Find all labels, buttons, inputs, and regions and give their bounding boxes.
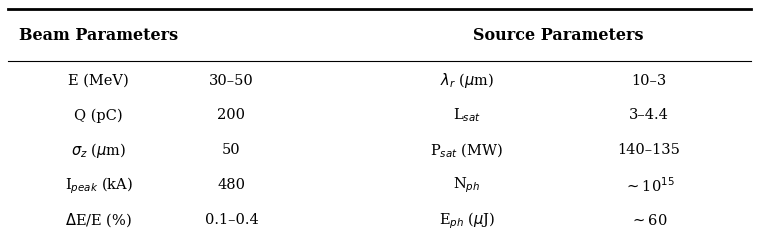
Text: 30–50: 30–50 xyxy=(209,74,254,88)
Text: Source Parameters: Source Parameters xyxy=(473,27,643,44)
Text: L$_{sat}$: L$_{sat}$ xyxy=(453,107,480,124)
Text: E$_{ph}$ ($\mu$J): E$_{ph}$ ($\mu$J) xyxy=(439,210,495,231)
Text: 140–135: 140–135 xyxy=(618,143,680,157)
Text: $\sigma_z$ ($\mu$m): $\sigma_z$ ($\mu$m) xyxy=(71,141,126,160)
Text: $\sim$10$^{15}$: $\sim$10$^{15}$ xyxy=(623,176,675,195)
Text: $\Delta$E/E (%): $\Delta$E/E (%) xyxy=(65,211,132,229)
Text: 200: 200 xyxy=(218,109,245,122)
Text: N$_{ph}$: N$_{ph}$ xyxy=(453,176,480,195)
Text: Beam Parameters: Beam Parameters xyxy=(19,27,178,44)
Text: $\sim$60: $\sim$60 xyxy=(630,213,668,228)
Text: 50: 50 xyxy=(222,143,241,157)
Text: P$_{sat}$ (MW): P$_{sat}$ (MW) xyxy=(430,141,503,160)
Text: 10–3: 10–3 xyxy=(631,74,666,88)
Text: I$_{peak}$ (kA): I$_{peak}$ (kA) xyxy=(65,175,133,196)
Text: $\lambda_r$ ($\mu$m): $\lambda_r$ ($\mu$m) xyxy=(439,71,494,90)
Text: 480: 480 xyxy=(218,178,245,192)
Text: Q (pC): Q (pC) xyxy=(74,108,123,123)
Text: E (MeV): E (MeV) xyxy=(68,74,129,88)
Text: 3–4.4: 3–4.4 xyxy=(629,109,669,122)
Text: 0.1–0.4: 0.1–0.4 xyxy=(205,213,258,227)
